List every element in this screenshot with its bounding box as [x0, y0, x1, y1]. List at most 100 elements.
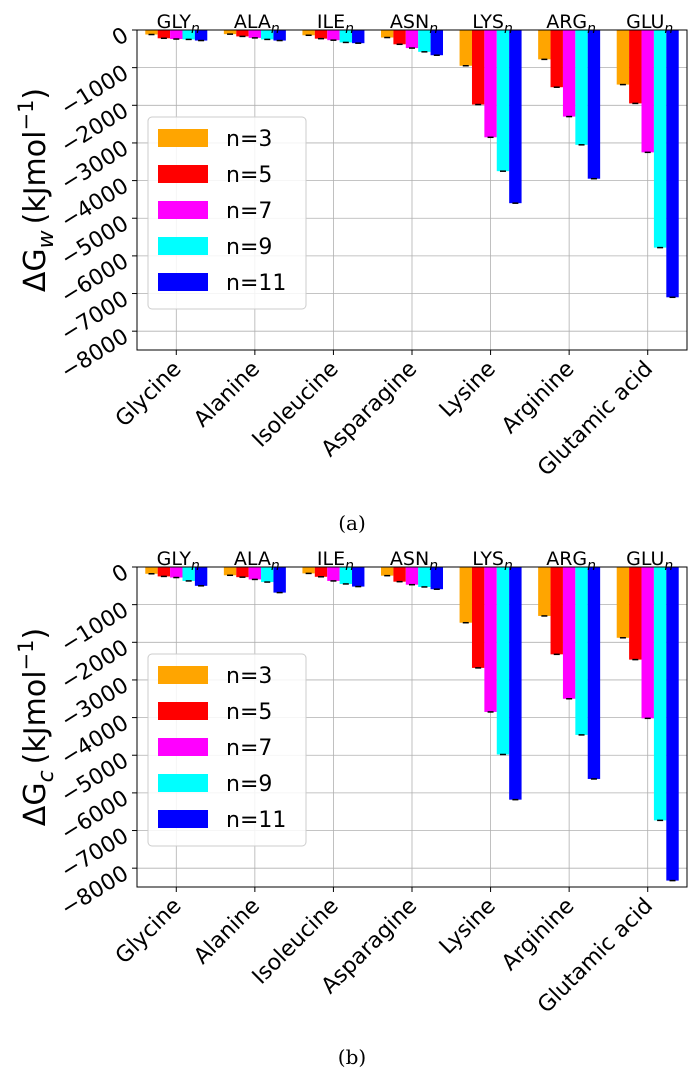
group-label: GLUn — [626, 11, 673, 37]
bar — [248, 567, 262, 580]
bar — [484, 567, 497, 712]
bar — [261, 30, 274, 40]
group-label: LYSn — [472, 11, 513, 37]
bar — [629, 30, 642, 104]
bar — [261, 567, 274, 583]
x-tick-label: Alanine — [189, 894, 265, 970]
x-tick-label: Alanine — [189, 357, 265, 433]
y-tick-label: 0 — [108, 560, 133, 589]
legend-swatch — [158, 201, 208, 219]
chart-b-y-axis-label: ΔGc(kJmol−1) — [14, 628, 59, 826]
x-tick-label: Glycine — [111, 894, 187, 970]
group-label: ASNn — [390, 548, 438, 574]
bar — [509, 30, 522, 204]
bar — [575, 567, 588, 735]
x-tick-label: Arginine — [497, 357, 579, 439]
bar — [538, 30, 551, 60]
bar — [302, 30, 315, 36]
chart-b-group-labels: GLYn ALAn ILEn ASNn LYSn ARGn GLUn — [157, 548, 674, 574]
bar — [223, 30, 237, 35]
bar — [562, 567, 576, 699]
group-label: ILEn — [317, 548, 354, 574]
legend-label: n=7 — [226, 199, 272, 224]
bar — [352, 30, 365, 44]
legend-swatch — [158, 165, 208, 183]
x-tick-label: Glycine — [111, 357, 187, 433]
bar — [587, 567, 601, 779]
bar — [194, 30, 208, 41]
bar — [538, 567, 551, 616]
bar — [653, 30, 667, 248]
legend-label: n=11 — [226, 271, 286, 296]
legend-swatch — [158, 702, 208, 720]
bar — [302, 567, 315, 574]
bar — [459, 567, 472, 623]
legend-label: n=9 — [226, 772, 272, 797]
group-label: ILEn — [317, 11, 354, 37]
bar — [352, 567, 365, 587]
chart-a-caption: (a) — [338, 511, 366, 535]
chart-b-y-ticks: 0−1000−2000−3000−4000−5000−6000−7000−800… — [57, 560, 137, 922]
bar — [641, 30, 654, 153]
bar — [471, 567, 485, 668]
group-label: ALAn — [234, 11, 280, 37]
bar — [393, 30, 406, 45]
bar — [381, 30, 394, 38]
bar — [666, 30, 679, 298]
bar — [314, 567, 328, 577]
bar — [223, 567, 237, 576]
group-label: GLUn — [626, 548, 673, 574]
bar — [248, 30, 262, 38]
bar — [381, 567, 394, 576]
legend-swatch — [158, 129, 208, 147]
bar — [327, 567, 340, 581]
y-tick-label: 0 — [108, 23, 133, 52]
legend-label: n=9 — [226, 235, 272, 260]
group-label: ASNn — [390, 11, 438, 37]
bar — [550, 567, 563, 655]
bar — [393, 567, 406, 582]
chart-b-bars — [145, 567, 679, 882]
bar — [339, 30, 353, 43]
chart-a-legend: n=3 n=5 n=7 n=9 n=11 — [147, 116, 307, 310]
chart-b: 0−1000−2000−3000−4000−5000−6000−7000−800… — [14, 548, 688, 1069]
x-tick-label: Lysine — [435, 357, 501, 423]
bar — [236, 30, 249, 37]
bar — [273, 567, 286, 593]
bar — [430, 567, 443, 590]
legend-swatch — [158, 738, 208, 756]
group-label: LYSn — [472, 548, 513, 574]
chart-a-y-axis-label: ΔGw(kJmol−1) — [14, 88, 59, 292]
x-tick-label: Arginine — [497, 894, 579, 976]
bar — [430, 30, 443, 56]
legend-swatch — [158, 774, 208, 792]
chart-a-y-ticks: 0−1000−2000−3000−4000−5000−6000−7000−800… — [57, 23, 137, 385]
bar — [509, 567, 522, 800]
bar — [653, 567, 667, 821]
bar — [550, 30, 563, 88]
group-label: GLYn — [157, 548, 200, 574]
bar — [587, 30, 601, 179]
bar — [182, 30, 195, 40]
bar — [471, 30, 485, 105]
bar — [405, 567, 419, 585]
bar — [616, 30, 630, 85]
group-label: ARGn — [546, 11, 596, 37]
legend-label: n=3 — [226, 127, 272, 152]
legend-swatch — [158, 810, 208, 828]
group-label: ARGn — [546, 548, 596, 574]
bar — [170, 30, 183, 40]
bar — [405, 30, 419, 49]
legend-label: n=5 — [226, 163, 272, 188]
legend-label: n=7 — [226, 736, 272, 761]
bar — [157, 567, 171, 577]
bar — [145, 567, 158, 574]
legend-label: n=5 — [226, 700, 272, 725]
legend-label: n=3 — [226, 664, 272, 689]
chart-a-group-labels: GLYn ALAn ILEn ASNn LYSn ARGn GLUn — [157, 11, 674, 37]
group-label: ALAn — [234, 548, 280, 574]
legend-swatch — [158, 273, 208, 291]
bar — [666, 567, 679, 881]
bar — [496, 567, 510, 755]
